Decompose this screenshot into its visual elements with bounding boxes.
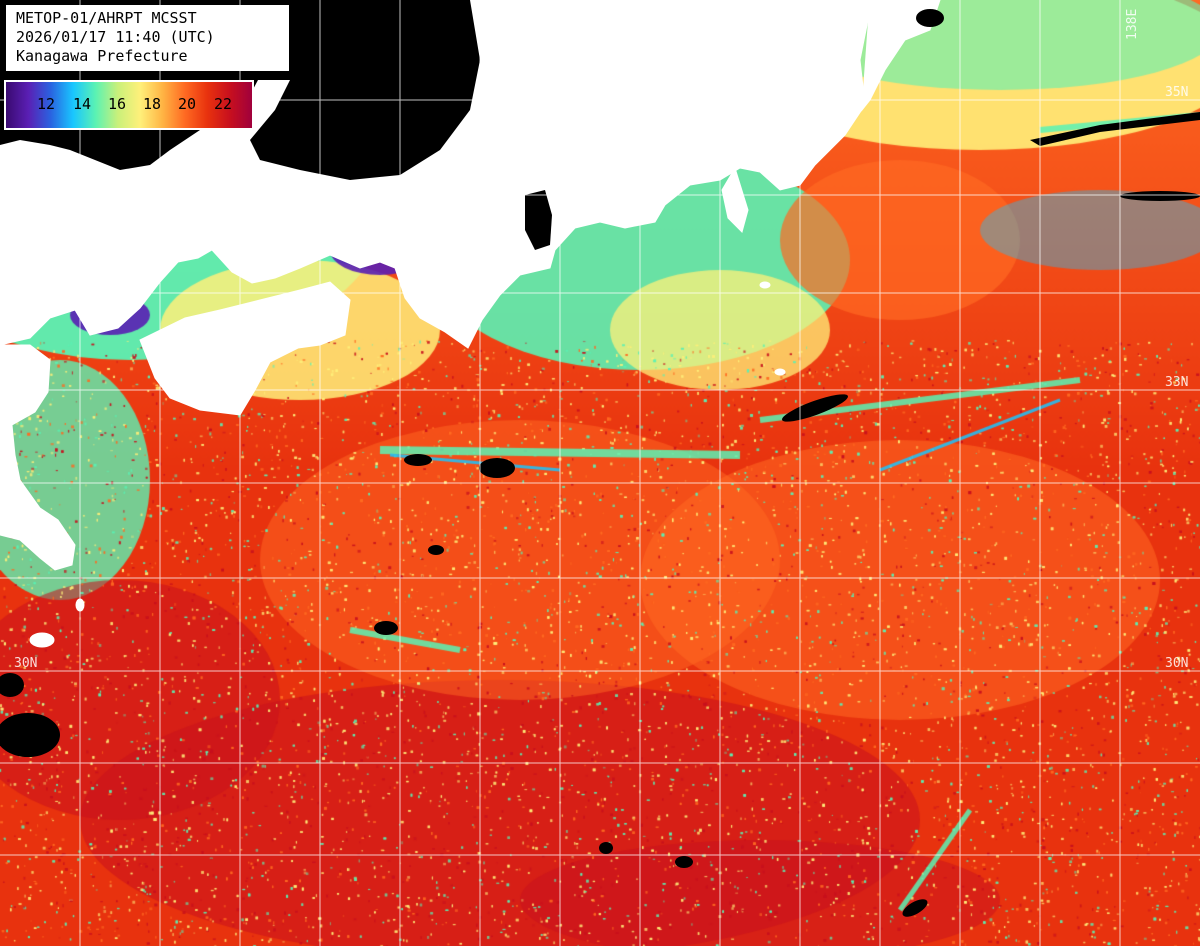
island-small-4: [821, 90, 843, 102]
colorbar-tick-18: 18: [142, 95, 162, 113]
colorbar-tick-14: 14: [72, 95, 92, 113]
cloud-northeast-1: [916, 9, 944, 27]
colorbar-tick-12: 12: [36, 95, 56, 113]
lat-label-30n-left: 30N: [14, 656, 37, 671]
colorbar-gradient: [6, 82, 252, 128]
lat-label-33n-left: 33N: [8, 375, 31, 390]
cloud-south-2: [599, 842, 613, 854]
cloud-south-1: [675, 856, 693, 868]
cloud-mid-patch-3: [374, 621, 398, 635]
cloud-kii-north: [525, 190, 552, 250]
source-agency: Kanagawa Prefecture: [16, 47, 188, 65]
cloud-northeast-2: [1120, 191, 1200, 201]
temperature-colorbar: 12 14 16 18 20 22: [4, 80, 254, 130]
cloud-east-patch: [782, 394, 848, 422]
kyushu-landmass: [0, 344, 76, 571]
colorbar-tick-labels: 12 14 16 18 20 22: [6, 82, 252, 128]
cloud-west-patch: [0, 713, 60, 757]
cloud-mid-patch-1: [479, 458, 515, 478]
shikoku-landmass: [139, 281, 351, 416]
colorbar-tick-22: 22: [213, 95, 233, 113]
satellite-product-title: METOP-01/AHRPT MCSST: [16, 9, 197, 27]
cloud-hi-right-streak: [1030, 112, 1200, 146]
cloud-west-patch-2: [0, 673, 24, 697]
title-box: METOP-01/AHRPT MCSST 2026/01/17 11:40 (U…: [6, 5, 289, 71]
cloud-mid-patch-4: [428, 545, 444, 555]
kanto-coast: [861, 0, 941, 112]
lon-label-138e: 138E: [1125, 9, 1140, 40]
colorbar-tick-20: 20: [177, 95, 197, 113]
lat-label-33n-right: 33N: [1165, 375, 1188, 390]
izu-peninsula: [721, 166, 749, 233]
cloud-mid-patch-2: [404, 454, 432, 466]
colorbar-tick-16: 16: [107, 95, 127, 113]
island-small-3: [774, 368, 786, 376]
lat-label-30n-right: 30N: [1165, 656, 1188, 671]
cloud-inland-sea: [250, 0, 480, 180]
island-small-1: [482, 143, 502, 181]
island-small-2: [759, 281, 771, 289]
lon-label-136e: 136E: [484, 13, 499, 44]
lat-label-35n-right: 35N: [1165, 85, 1188, 100]
observation-timestamp: 2026/01/17 11:40 (UTC): [16, 28, 215, 46]
island-tanegashima: [29, 632, 55, 648]
cloud-south-3: [902, 899, 928, 917]
